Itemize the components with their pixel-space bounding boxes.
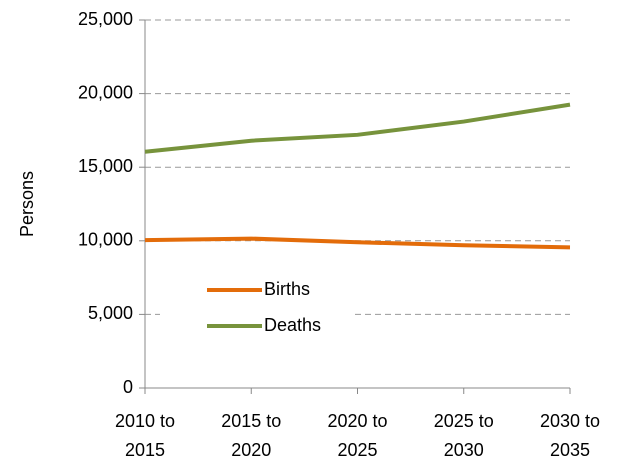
legend-label: Births <box>264 279 310 299</box>
line-series <box>144 102 571 154</box>
x-tick-label: 2015 to 2020 <box>221 411 281 460</box>
y-tick-label: 5,000 <box>88 303 133 323</box>
y-tick-label: 25,000 <box>78 9 133 29</box>
line-series <box>144 236 571 250</box>
x-tick-label: 2030 to 2035 <box>540 411 600 460</box>
x-tick-label: 2010 to 2015 <box>115 411 175 460</box>
y-axis-label: Persons <box>17 171 37 237</box>
legend-background <box>160 275 355 345</box>
y-tick-label: 10,000 <box>78 230 133 250</box>
y-tick-label: 20,000 <box>78 82 133 102</box>
legend-label: Deaths <box>264 315 321 335</box>
x-tick-label: 2025 to 2030 <box>434 411 494 460</box>
x-tick-label: 2020 to 2025 <box>327 411 387 460</box>
y-tick-label: 0 <box>123 377 133 397</box>
y-tick-label: 15,000 <box>78 156 133 176</box>
